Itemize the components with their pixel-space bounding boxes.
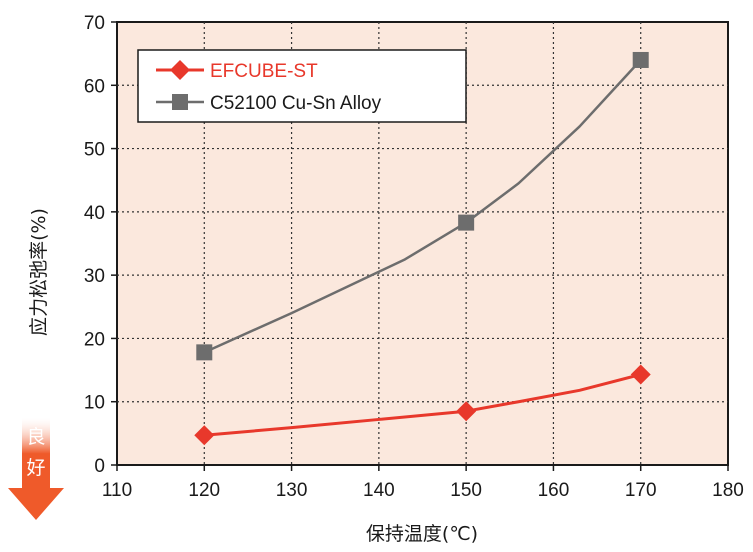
x-tick-label: 110 <box>102 480 132 501</box>
x-tick-label: 180 <box>712 480 744 501</box>
badge-char-1: 良 <box>26 426 45 448</box>
y-tick-label: 10 <box>84 393 105 414</box>
series-square <box>196 51 649 361</box>
x-tick-label: 130 <box>276 480 308 501</box>
y-axis-ticks: 0 10 20 30 40 50 60 70 <box>84 13 117 477</box>
diamond-marker <box>456 401 477 422</box>
legend: EFCUBE-ST C52100 Cu-Sn Alloy <box>137 49 467 123</box>
legend-item: EFCUBE-ST <box>156 60 318 82</box>
x-tick-label: 170 <box>625 480 657 501</box>
y-axis-title: 应力松弛率(%) <box>28 208 50 336</box>
diamond-marker <box>194 425 215 446</box>
legend-item: C52100 Cu-Sn Alloy <box>156 93 382 114</box>
x-tick-label: 160 <box>538 480 570 501</box>
x-axis-title: 保持温度(℃) <box>366 523 478 545</box>
better-direction-badge: 良 好 <box>8 418 64 520</box>
x-tick-label: 120 <box>188 480 220 501</box>
series-layer <box>194 51 651 446</box>
y-tick-label: 30 <box>84 266 105 287</box>
x-tick-label: 140 <box>363 480 395 501</box>
y-tick-label: 40 <box>84 203 105 224</box>
x-axis-ticks: 110 120 130 140 150 160 170 180 <box>102 465 744 501</box>
y-tick-label: 70 <box>84 13 105 34</box>
legend-label: EFCUBE-ST <box>210 61 318 82</box>
y-tick-label: 60 <box>84 76 105 97</box>
square-marker <box>172 94 188 110</box>
square-marker <box>196 344 213 361</box>
diamond-marker <box>170 60 190 80</box>
badge-char-2: 好 <box>26 457 45 479</box>
y-tick-label: 20 <box>84 329 105 350</box>
diamond-marker <box>630 364 651 385</box>
down-arrow-icon <box>8 418 64 520</box>
x-tick-label: 150 <box>450 480 482 501</box>
square-marker <box>632 51 649 68</box>
legend-box <box>137 49 467 123</box>
square-marker <box>458 214 475 231</box>
y-tick-label: 50 <box>84 140 105 161</box>
series-diamond <box>194 364 651 446</box>
legend-label: C52100 Cu-Sn Alloy <box>210 93 382 114</box>
y-tick-label: 0 <box>94 456 105 477</box>
